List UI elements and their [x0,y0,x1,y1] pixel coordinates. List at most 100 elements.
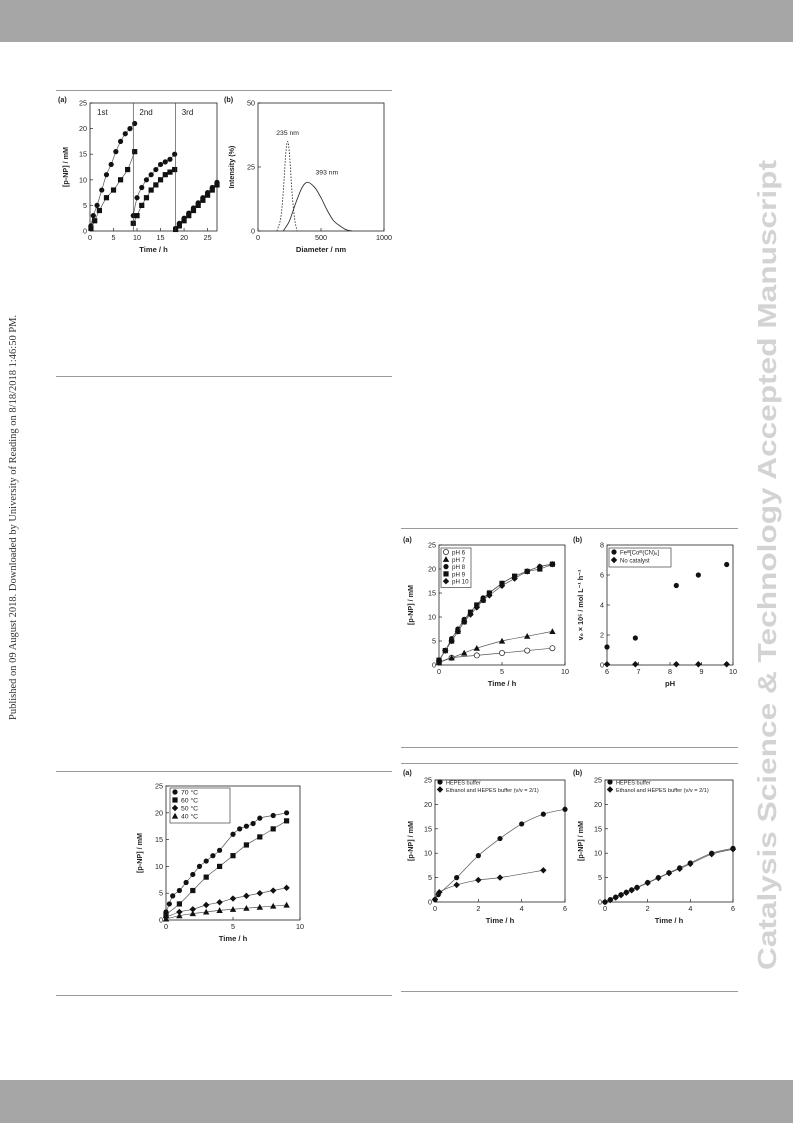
series-0 [88,120,138,229]
figure-rule [401,991,738,992]
plot-frame [434,779,566,903]
data-point [257,815,263,821]
data-point [270,887,277,894]
data-point [284,818,290,824]
page-header-bar [0,0,793,42]
data-point [94,202,100,208]
data-point [519,821,525,827]
data-point [134,195,140,201]
data-point [436,889,443,896]
data-point [203,858,209,864]
page-footer-bar [0,1080,793,1123]
series-70-c [163,810,290,915]
data-point [632,661,639,668]
data-point [475,876,482,884]
x-tick-label: 6 [605,667,609,676]
legend-label: No catalyst [620,559,650,565]
data-point [230,831,236,837]
data-point [176,912,183,919]
data-point [230,853,236,859]
data-point [190,207,197,214]
fit-line [438,631,553,663]
data-point [633,884,641,892]
data-point [157,161,164,168]
plot-frame [604,779,734,903]
x-axis-label: Diameter / nm [296,245,346,254]
data-point [655,874,662,882]
data-point [176,223,182,229]
data-point [181,218,187,224]
legend-marker [607,779,613,785]
x-tick-label: 8 [668,667,672,676]
series-60-c [163,818,290,918]
y-axis-label: [p-NP] / mM [406,821,415,861]
y-tick-label: 0 [600,661,604,670]
figure-rule [56,771,392,772]
x-tick-label: 1000 [376,233,392,242]
series-1 [88,149,138,232]
data-point [176,901,182,907]
data-point [498,637,506,644]
data-point [117,138,124,144]
data-point [673,582,679,589]
figure-rule [401,763,738,764]
legend-label: 60 °C [181,797,198,805]
y-tick-label: 0 [432,661,436,670]
data-point [196,863,203,869]
data-point [99,187,105,193]
legend-marker [442,556,450,562]
data-point [203,874,209,880]
data-point [448,637,455,645]
legend-label: HEPES buffer [616,781,651,787]
y-tick-label: 5 [428,873,432,882]
y-tick-label: 20 [424,800,432,809]
data-point [498,582,506,589]
legend-box [169,787,231,824]
data-point [148,172,154,178]
fit-line [434,808,566,900]
x-tick-label: 0 [433,904,437,913]
x-tick-label: 0 [603,904,607,913]
data-point [243,823,249,829]
peak-label: 393 nm [316,170,339,177]
data-point [172,151,178,157]
series-hepes-buffer [432,806,568,903]
x-tick-label: 4 [520,904,524,913]
x-tick-label: 2 [476,904,480,913]
y-tick-label: 0 [598,898,602,907]
data-point [284,810,290,816]
legend-label: HEPES buffer [446,781,481,787]
data-point [453,881,460,889]
x-axis-label: Time / h [139,245,168,254]
x-tick-label: 20 [180,233,188,242]
data-point [113,149,119,155]
data-point [695,661,702,668]
panel-label: (b) [224,95,234,104]
panel-label: (a) [403,535,412,544]
series-ethanol-and-hepes-buffer-v-v-2-1- [601,846,737,906]
x-tick-label: 0 [88,233,92,242]
x-tick-label: 10 [561,667,569,676]
data-point [96,207,103,214]
data-point [448,654,455,661]
x-tick-label: 5 [500,667,504,676]
data-point [214,182,220,188]
fit-line [165,812,287,913]
legend-marker [443,571,449,577]
cycle-label: 2nd [139,108,152,117]
y-tick-label: 25 [428,541,436,550]
data-point [524,633,531,639]
y-axis-label: Intensity (%) [227,145,236,188]
data-point [162,172,168,178]
panel-label: (b) [573,768,583,777]
x-axis-label: pH [665,679,675,688]
data-point [473,645,480,651]
legend-label: pH 7 [452,557,466,564]
data-point [673,661,680,668]
data-point [139,184,145,191]
data-point [139,202,145,208]
y-tick-label: 20 [155,808,163,817]
legend-marker [172,797,178,803]
legend-label: pH 9 [452,571,466,578]
legend-marker [443,548,450,555]
